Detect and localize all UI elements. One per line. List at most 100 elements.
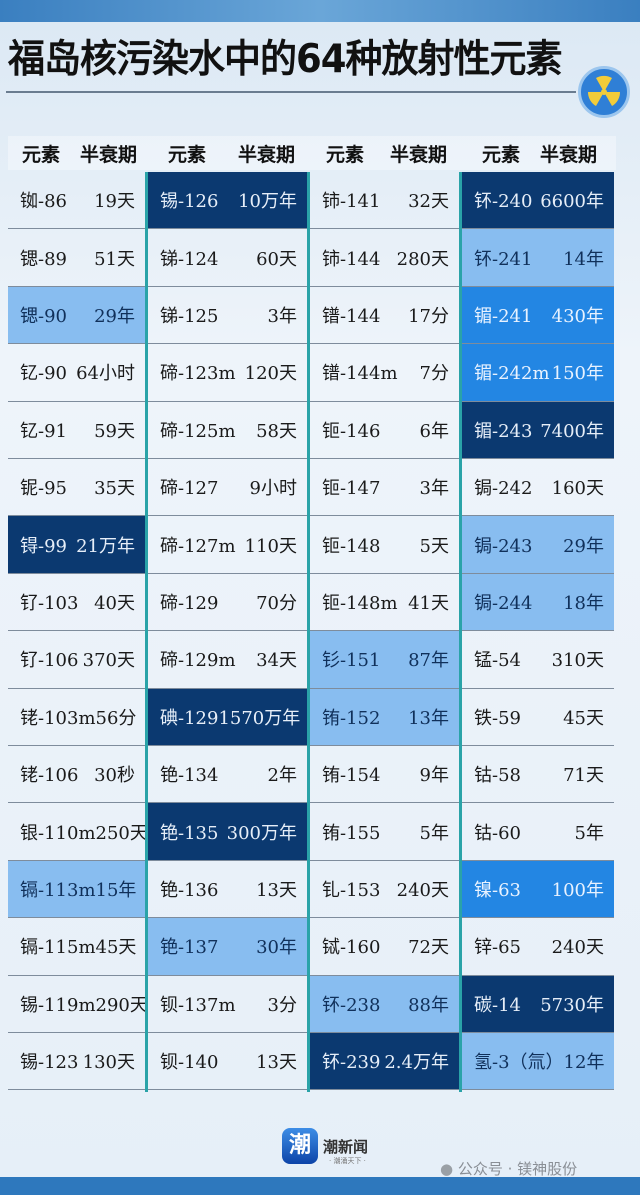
element-name: 锡-126 — [160, 191, 219, 213]
element-name: 碘-129 — [160, 707, 219, 729]
element-name: 镨-144 — [322, 305, 381, 327]
table-cell: 碲-129 70分 — [148, 574, 307, 632]
table-cell: 铯-134 2年 — [148, 746, 307, 804]
table-cell: 氢-3（氚） 12年 — [462, 1033, 614, 1091]
watermark-text: 公众号 · 镁神股份 — [457, 1160, 578, 1178]
table-cell: 锡-119m 290天 — [8, 976, 148, 1033]
element-name: 钌-106 — [20, 650, 79, 672]
element-name: 铯-136 — [160, 879, 219, 901]
table-cell: 铑-103m 56分 — [8, 689, 145, 746]
table-cell: 铷-86 19天 — [8, 172, 145, 230]
header-element: 元素 — [168, 144, 207, 166]
half-life: 32天 — [408, 191, 449, 213]
table-cell: 钷-148 5天 — [310, 516, 459, 574]
table-cell: 钌-103 40天 — [8, 574, 145, 632]
table-cell: 碲-127 9小时 — [148, 459, 307, 517]
half-life: 1570万年 — [218, 707, 301, 729]
element-table: 铷-86 19天 锶-89 51天 锶-90 29年 钇-90 64小时 钇-91 59天 铌-95… — [0, 172, 640, 1092]
element-name: 锔-242 — [474, 478, 533, 500]
header-half-life: 半衰期 — [238, 144, 296, 166]
half-life: 88年 — [408, 994, 449, 1016]
element-name: 铕-152 — [322, 707, 381, 729]
half-life: 110天 — [244, 535, 297, 557]
table-cell: 铕-155 5年 — [310, 803, 459, 861]
half-life: 51天 — [94, 248, 135, 270]
half-life: 10万年 — [238, 191, 297, 213]
half-life: 17分 — [408, 305, 449, 327]
half-life: 3分 — [267, 994, 297, 1016]
half-life: 29年 — [563, 535, 604, 557]
half-life: 70分 — [256, 592, 297, 614]
half-life: 280天 — [396, 248, 449, 270]
half-life: 30秒 — [94, 765, 135, 787]
element-name: 铕-155 — [322, 822, 381, 844]
half-life: 290天 — [95, 994, 148, 1016]
element-name: 钡-140 — [160, 1052, 219, 1074]
half-life: 40天 — [94, 592, 135, 614]
element-name: 铯-137 — [160, 937, 219, 959]
table-cell: 镍-63 100年 — [462, 860, 614, 919]
table-cell: 碳-14 5730年 — [462, 975, 614, 1033]
table-cell: 镨-144m 7分 — [310, 344, 459, 402]
half-life: 87年 — [408, 650, 449, 672]
element-name: 镨-144m — [322, 363, 398, 385]
table-cell: 钡-140 13天 — [148, 1033, 307, 1091]
half-life: 430年 — [551, 305, 604, 327]
element-name: 铈-141 — [322, 191, 381, 213]
table-cell: 钷-148m 41天 — [310, 574, 459, 632]
element-name: 铈-144 — [322, 248, 381, 270]
table-cell: 碲-123m 120天 — [148, 344, 307, 402]
element-name: 镅-241 — [474, 305, 533, 327]
top-banner — [0, 0, 640, 22]
half-life: 45天 — [95, 937, 137, 959]
element-name: 碲-127 — [160, 478, 219, 500]
element-name: 镅-243 — [474, 420, 533, 442]
table-cell: 锡-123 130天 — [8, 1033, 145, 1091]
half-life: 7分 — [419, 363, 449, 385]
half-life: 9年 — [419, 765, 449, 787]
element-name: 镍-63 — [474, 879, 521, 901]
half-life: 5730年 — [540, 994, 604, 1016]
table-cell: 锶-90 29年 — [8, 286, 145, 345]
table-cell: 铁-59 45天 — [462, 689, 614, 746]
element-name: 镉-113m — [20, 879, 96, 901]
table-cell: 锑-124 60天 — [148, 229, 307, 287]
half-life: 59天 — [94, 420, 135, 442]
table-cell: 镅-242m 150年 — [462, 344, 614, 402]
half-life: 150年 — [551, 363, 604, 385]
bottom-banner — [0, 1177, 640, 1195]
half-life: 12年 — [563, 1052, 605, 1074]
table-cell: 钴-60 5年 — [462, 803, 614, 861]
element-name: 钆-153 — [322, 879, 381, 901]
table-cell: 锰-54 310天 — [462, 631, 614, 689]
element-name: 铕-154 — [322, 765, 381, 787]
half-life: 72天 — [408, 937, 449, 959]
table-cell: 碘-129 1570万年 — [148, 688, 307, 746]
element-name: 钴-58 — [474, 765, 521, 787]
table-cell: 铌-95 35天 — [8, 459, 145, 517]
table-cell: 铯-136 13天 — [148, 861, 307, 919]
half-life: 71天 — [563, 765, 604, 787]
element-name: 锶-90 — [20, 305, 67, 327]
element-name: 钇-91 — [20, 420, 67, 442]
element-name: 钷-148 — [322, 535, 381, 557]
table-cell: 锡-126 10万年 — [148, 172, 307, 230]
element-name: 铯-135 — [160, 822, 219, 844]
element-name: 铯-134 — [160, 765, 219, 787]
half-life: 60天 — [256, 248, 297, 270]
element-name: 钚-240 — [474, 191, 533, 213]
header-element: 元素 — [22, 144, 61, 166]
column-separator — [307, 172, 310, 1092]
chaoxinwen-logo: 潮 — [282, 1128, 318, 1164]
element-name: 碲-125m — [160, 420, 236, 442]
element-name: 锶-89 — [20, 248, 67, 270]
element-name: 碲-127m — [160, 535, 236, 557]
table-cell: 碲-127m 110天 — [148, 516, 307, 574]
table-cell: 钚-240 6600年 — [462, 172, 614, 230]
table-cell: 钴-58 71天 — [462, 746, 614, 804]
element-name: 钡-137m — [160, 994, 236, 1016]
column-separator — [145, 172, 148, 1092]
half-life: 58天 — [256, 420, 297, 442]
element-name: 锰-54 — [474, 650, 521, 672]
table-cell: 碲-129m 34天 — [148, 631, 307, 689]
